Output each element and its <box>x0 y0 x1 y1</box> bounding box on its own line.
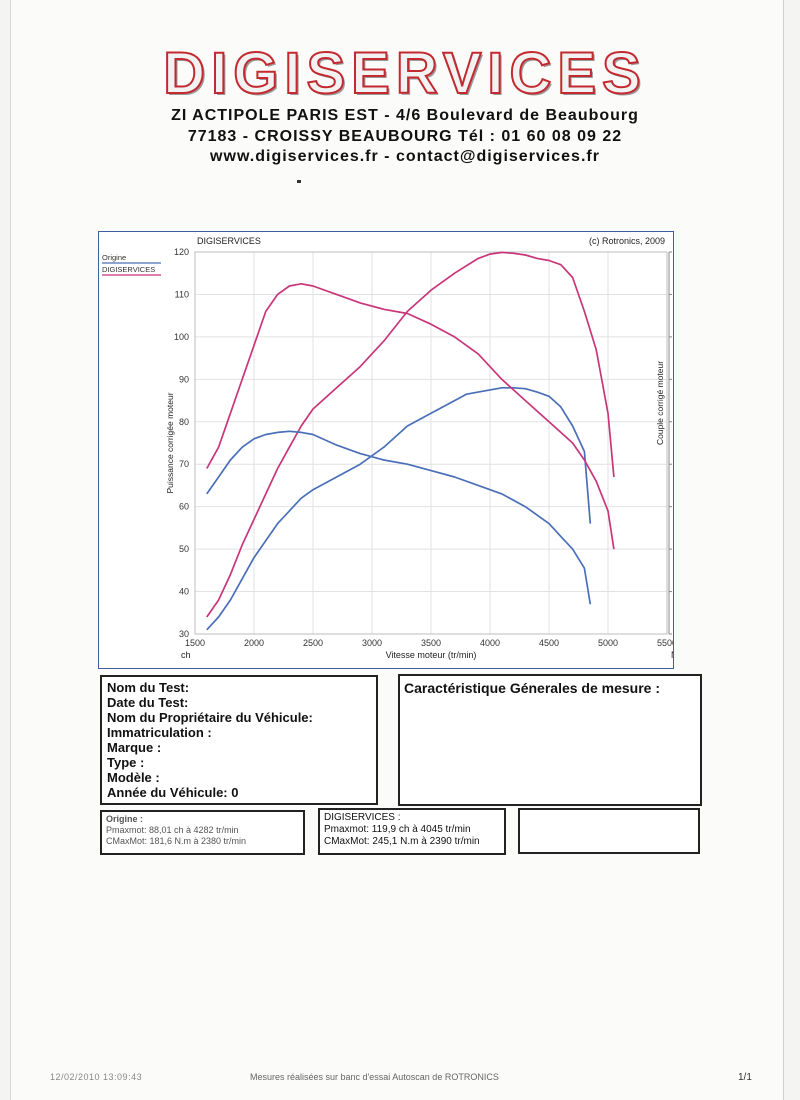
digiservices-results-title: DIGISERVICES : <box>324 812 401 823</box>
company-logo: DIGISERVICES <box>162 41 647 106</box>
origine-results-box: Origine : Pmaxmot: 88,01 ch à 4282 tr/mi… <box>100 810 305 855</box>
y-left-axis-label: Puissance corrigée moteur <box>165 392 175 493</box>
y-left-tick-label: 90 <box>179 374 189 384</box>
digiservices-results-box: DIGISERVICES : Pmaxmot: 119,9 ch à 4045 … <box>318 808 506 855</box>
y-left-tick-label: 70 <box>179 459 189 469</box>
y-left-tick-label: 110 <box>175 289 189 299</box>
series-line-digiservices-torque <box>206 282 615 550</box>
y-left-tick-label: 60 <box>179 502 189 512</box>
address-line-3: www.digiservices.fr - contact@digiservic… <box>210 148 600 165</box>
vehicle-year-field: Année du Véhicule: 0 <box>107 785 239 800</box>
chart-copyright: (c) Rotronics, 2009 <box>589 236 665 246</box>
origine-pmax: Pmaxmot: 88,01 ch à 4282 tr/min <box>106 825 239 835</box>
model-field: Modèle : <box>107 770 160 785</box>
stray-mark <box>297 180 301 183</box>
characteristics-box: Caractéristique Génerales de mesure : <box>398 674 702 806</box>
empty-results-box <box>518 808 700 854</box>
x-tick-label: 1500 <box>185 638 205 648</box>
origine-results-title: Origine : <box>106 814 144 824</box>
right-unit-label: N.m <box>671 650 673 660</box>
brand-field: Marque : <box>107 740 162 755</box>
legend-label: DIGISERVICES <box>102 265 155 274</box>
y-left-tick-label: 80 <box>179 417 189 427</box>
type-field: Type : <box>107 755 145 770</box>
series-line-origine-power <box>206 386 592 631</box>
test-name-field: Nom du Test: <box>107 680 190 695</box>
chart-title: DIGISERVICES <box>197 236 261 246</box>
x-tick-label: 5000 <box>598 638 618 648</box>
x-axis-label: Vitesse moteur (tr/min) <box>386 650 477 660</box>
address-line-1: ZI ACTIPOLE PARIS EST - 4/6 Boulevard de… <box>171 107 639 124</box>
registration-field: Immatriculation : <box>107 725 212 740</box>
plot-area-border <box>194 251 668 635</box>
x-tick-label: 4000 <box>480 638 500 648</box>
x-tick-label: 4500 <box>539 638 559 648</box>
y-left-tick-label: 120 <box>174 247 189 257</box>
x-tick-label: 5500 <box>657 638 673 648</box>
digiservices-pmax: Pmaxmot: 119,9 ch à 4045 tr/min <box>324 824 471 835</box>
series-line-origine-torque <box>206 430 592 605</box>
y-left-tick-label: 50 <box>179 544 189 554</box>
characteristics-title: Caractéristique Génerales de mesure : <box>404 680 661 696</box>
chart-svg: 1500 2000 2500 3000 3500 4000 4500 5000 5500 30 40… <box>102 236 673 660</box>
y-left-tick-label: 40 <box>179 587 189 597</box>
left-unit-label: ch <box>181 650 191 660</box>
test-date-field: Date du Test: <box>107 695 189 710</box>
y-left-tick-label: 30 <box>179 629 189 639</box>
x-tick-label: 2500 <box>303 638 323 648</box>
footer-caption: Mesures réalisées sur banc d'essai Autos… <box>250 1072 499 1082</box>
address-line-2: 77183 - CROISSY BEAUBOURG Tél : 01 60 08… <box>187 128 623 145</box>
legend-label: Origine <box>102 253 126 262</box>
dyno-chart: 1500 2000 2500 3000 3500 4000 4500 5000 5500 30 40… <box>98 231 674 669</box>
series-line-digiservices-power <box>206 251 615 618</box>
footer-page-number: 1/1 <box>738 1072 752 1083</box>
x-tick-label: 2000 <box>244 638 264 648</box>
digiservices-cmax: CMaxMot: 245,1 N.m à 2390 tr/min <box>324 836 480 847</box>
y-left-tick-label: 100 <box>174 332 189 342</box>
test-info-box: Nom du Test: Date du Test: Nom du Propri… <box>100 675 378 805</box>
x-tick-label: 3500 <box>421 638 441 648</box>
x-tick-label: 3000 <box>362 638 382 648</box>
owner-name-field: Nom du Propriétaire du Véhicule: <box>107 710 313 725</box>
footer-timestamp: 12/02/2010 13:09:43 <box>50 1072 143 1082</box>
origine-cmax: CMaxMot: 181,6 N.m à 2380 tr/min <box>106 836 247 846</box>
y-right-axis-label: Couple corrigé moteur <box>655 361 665 445</box>
